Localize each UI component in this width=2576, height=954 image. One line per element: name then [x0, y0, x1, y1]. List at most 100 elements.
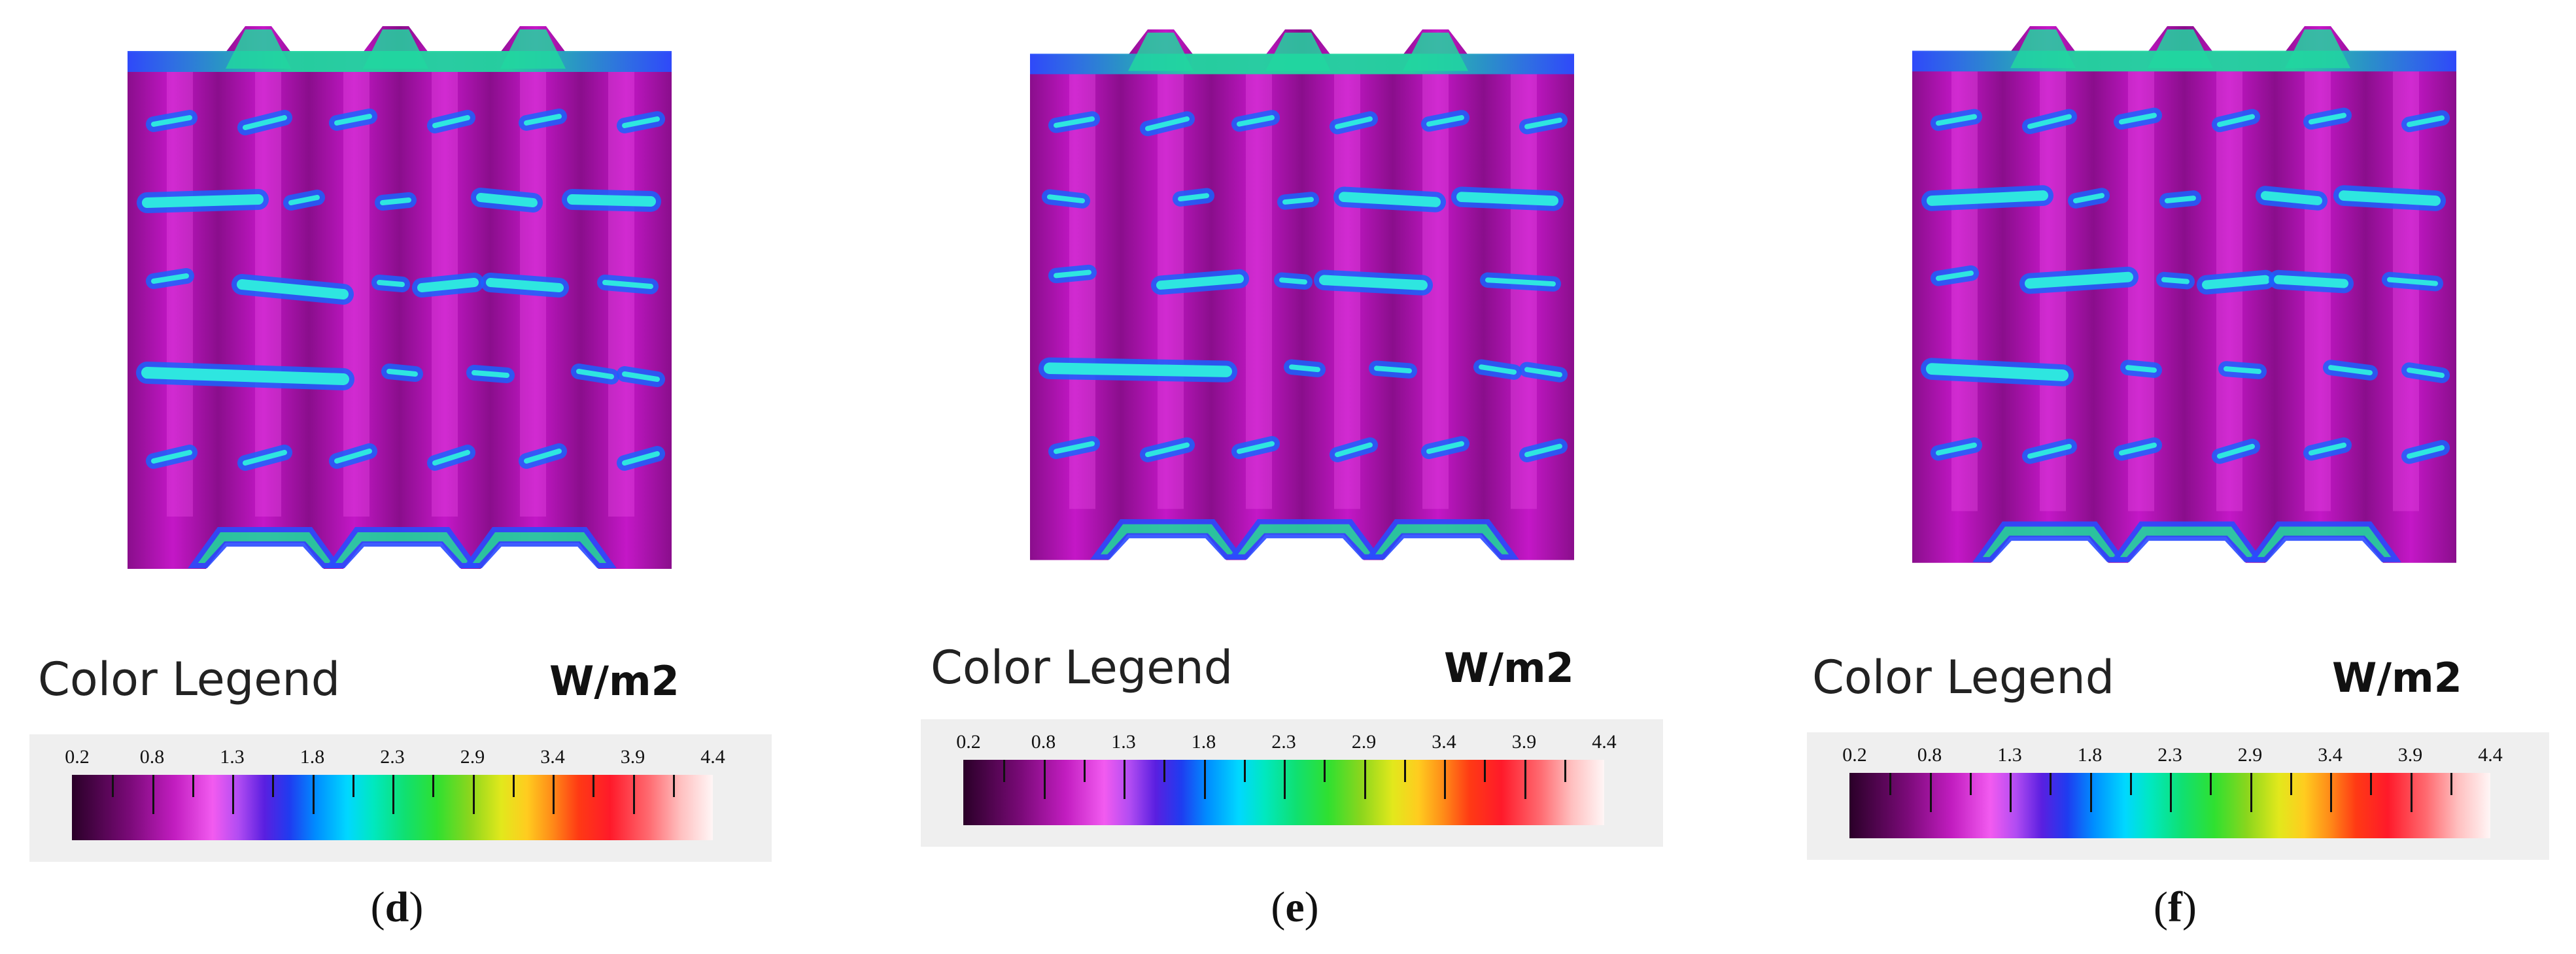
legend-minor-tick-e [1484, 760, 1486, 782]
color-legend-d: 0.2 0.8 1.3 1.8 2.3 2.9 3.4 3.9 4.4 [29, 734, 772, 862]
slot-d [524, 114, 562, 126]
legend-major-tick-e [1364, 760, 1366, 799]
field-streak-e [1246, 74, 1272, 509]
legend-tick-label-f: 1.3 [1997, 744, 2022, 766]
slot-d [432, 115, 470, 128]
legend-tick-label-e: 0.2 [956, 731, 981, 753]
slot-f [2261, 191, 2322, 205]
slot-d [472, 370, 509, 378]
slot-f [2309, 442, 2346, 456]
legend-title-e: Color Legend [931, 641, 1233, 694]
legend-tick-label-e: 3.4 [1432, 731, 1456, 753]
heat-flux-svg-f [1912, 26, 2456, 563]
slot-e [1426, 441, 1464, 454]
slot-d [334, 449, 372, 464]
legend-minor-tick-e [1324, 760, 1326, 782]
legend-minor-tick-e [1083, 760, 1086, 782]
slot-f [1927, 190, 2048, 206]
slot-e [1237, 441, 1275, 454]
legend-minor-tick-f [2290, 773, 2292, 795]
slot-d [602, 280, 653, 289]
legend-unit-e: W/m2 [1444, 644, 1574, 692]
legend-tick-label-e: 2.9 [1351, 731, 1377, 753]
slot-f [2407, 367, 2445, 378]
bottom-notch-d [462, 527, 617, 568]
slot-f [2161, 277, 2190, 284]
legend-major-tick-e [1284, 760, 1286, 799]
legend-title-f: Color Legend [1812, 651, 2115, 704]
legend-major-tick-f [2010, 773, 2012, 812]
legend-unit-d: W/m2 [549, 657, 679, 705]
slot-d [486, 278, 564, 292]
legend-minor-tick-f [2129, 773, 2132, 795]
legend-minor-tick-e [1564, 760, 1566, 782]
top-tab-e [1265, 32, 1331, 71]
slot-d [380, 197, 411, 205]
panel-f: Color Legend W/m2 0.2 0.8 1.3 1.8 2.3 2.9 3.4 3… [1717, 0, 2576, 954]
slot-e [1145, 442, 1190, 458]
top-tab-f [2010, 29, 2076, 69]
slot-f [2274, 275, 2348, 288]
top-tab-e [1403, 32, 1468, 71]
slot-f [2165, 196, 2196, 203]
slot-e [1479, 364, 1517, 375]
slot-e [1374, 366, 1412, 374]
heat-flux-svg-e [1030, 29, 1574, 560]
slot-e [1054, 269, 1091, 279]
legend-tick-label-e: 3.9 [1511, 731, 1537, 753]
legend-major-tick-e [1203, 760, 1206, 799]
top-tab-e [1128, 32, 1194, 71]
slot-f [2073, 193, 2104, 203]
slot-e [1047, 194, 1085, 203]
legend-major-tick-d [392, 775, 394, 814]
legend-major-tick-f [2170, 773, 2172, 812]
bottom-notch-f [2247, 521, 2401, 562]
legend-tick-label-f: 3.9 [2397, 744, 2423, 766]
slot-d [237, 279, 349, 299]
legend-minor-tick-d [592, 775, 595, 797]
slot-d [243, 450, 287, 466]
slot-f [2202, 275, 2270, 290]
legend-unit-f: W/m2 [2332, 654, 2462, 702]
legend-tick-label-d: 0.2 [65, 746, 90, 768]
legend-minor-tick-f [2450, 773, 2452, 795]
slot-d [622, 371, 660, 382]
slot-d [476, 193, 538, 207]
legend-tick-label-e: 1.3 [1111, 731, 1136, 753]
slot-d [243, 115, 287, 130]
legend-minor-tick-f [2210, 773, 2212, 795]
legend-tick-label-e: 4.4 [1592, 731, 1617, 753]
legend-tick-label-f: 1.8 [2077, 744, 2103, 766]
legend-tick-label-d: 1.8 [300, 746, 325, 768]
slot-d [622, 116, 660, 128]
heat-flux-svg-d [128, 26, 672, 569]
field-streak-e [1511, 74, 1537, 509]
slot-f [2387, 277, 2438, 286]
slot-e [1335, 116, 1373, 129]
panel-d: Color Legend W/m2 0.2 0.8 1.3 1.8 2.3 2.9 3.4 3… [0, 0, 859, 954]
legend-tick-label-f: 4.4 [2478, 744, 2503, 766]
legend-major-tick-f [1929, 773, 1932, 812]
legend-major-tick-d [472, 775, 475, 814]
legend-major-tick-f [2410, 773, 2413, 812]
slot-f [2027, 443, 2072, 459]
slot-d [622, 451, 660, 466]
slot-e [1426, 115, 1464, 127]
legend-minor-tick-d [112, 775, 114, 797]
slot-e [1178, 193, 1209, 202]
legend-tick-label-d: 0.8 [139, 746, 165, 768]
top-tab-f [2285, 29, 2350, 69]
legend-minor-tick-d [272, 775, 275, 797]
slot-d [151, 273, 189, 284]
legend-minor-tick-f [2370, 773, 2373, 795]
legend-minor-tick-d [512, 775, 515, 797]
legend-major-tick-e [1524, 760, 1526, 799]
legend-minor-tick-d [432, 775, 435, 797]
panel-e: Color Legend W/m2 0.2 0.8 1.3 1.8 2.3 2.9 3.4 3… [859, 0, 1717, 954]
heat-flux-field-d [128, 26, 672, 569]
slot-f [2217, 443, 2255, 459]
bottom-notch-e [1090, 519, 1245, 560]
legend-tick-label-e: 0.8 [1031, 731, 1056, 753]
legend-major-tick-e [1043, 760, 1046, 799]
slot-e [1335, 442, 1373, 458]
